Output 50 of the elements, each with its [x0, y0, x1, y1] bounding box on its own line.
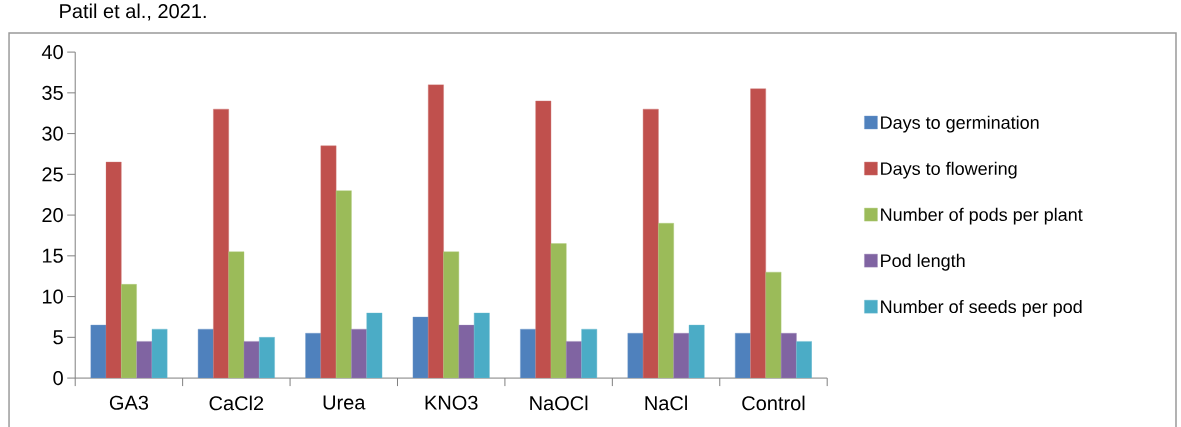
- y-tick-label: 40: [41, 45, 63, 60]
- x-tick-label: KNO3: [425, 395, 478, 410]
- bar: [750, 88, 767, 379]
- y-tick-label: 0: [53, 371, 63, 386]
- bar: [121, 284, 137, 379]
- x-tick-label: Control: [742, 395, 805, 411]
- y-tick-label: 10: [42, 289, 63, 304]
- bar: [90, 324, 107, 379]
- bar: [443, 251, 460, 379]
- bar: [228, 251, 245, 379]
- y-tick-label: 5: [53, 330, 63, 345]
- legend-label: Days to germination: [881, 115, 1039, 133]
- bar: [197, 328, 214, 379]
- x-tick-label: NaOCl: [530, 395, 588, 411]
- text: Patil et al., 2021.: [60, 3, 206, 21]
- bar: [428, 84, 444, 379]
- bar: [213, 108, 229, 379]
- bar: [305, 333, 322, 379]
- legend-label: Days to flowering: [881, 161, 1017, 179]
- x-tick-label: CaCl2: [209, 395, 264, 411]
- bar: [335, 190, 352, 379]
- bar: [658, 223, 674, 379]
- bar: [688, 324, 705, 379]
- legend-label: Number of seeds per pod: [881, 299, 1082, 317]
- bar: [581, 328, 598, 379]
- bar: [550, 243, 567, 379]
- bar: [735, 333, 751, 379]
- bar: [765, 271, 782, 379]
- bar: [259, 337, 275, 379]
- bar: [412, 316, 429, 379]
- bar: [535, 100, 552, 379]
- bar: [642, 108, 659, 379]
- bar: [473, 312, 490, 379]
- y-tick-label: 20: [42, 208, 63, 223]
- legend-label: Number of pods per plant: [881, 207, 1083, 225]
- bar: [105, 161, 122, 379]
- x-tick-label: GA3: [109, 395, 149, 410]
- x-tick-label: Urea: [323, 395, 366, 410]
- x-tick-label: NaCl: [645, 395, 687, 411]
- bar: [520, 328, 536, 379]
- bar: [151, 328, 168, 379]
- y-tick-label: 25: [42, 167, 63, 182]
- y-tick-label: 15: [42, 248, 63, 263]
- legend-label: Pod length: [881, 253, 965, 271]
- y-tick-label: 35: [42, 85, 63, 100]
- bar: [796, 341, 812, 379]
- y-tick-label: 30: [42, 126, 63, 141]
- bar: [366, 312, 383, 379]
- bar: [320, 145, 337, 379]
- bar: [627, 333, 644, 379]
